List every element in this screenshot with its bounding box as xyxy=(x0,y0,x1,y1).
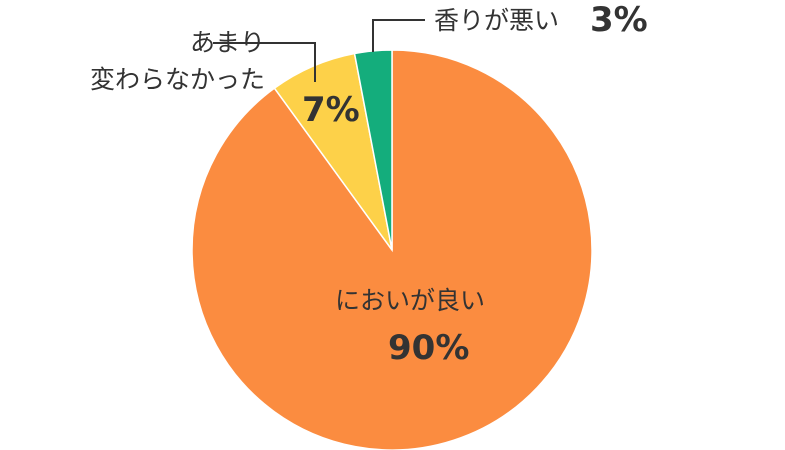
slice-label: 香りが悪い xyxy=(434,6,560,35)
leader-line xyxy=(213,42,316,82)
slice-label: においが良い xyxy=(335,286,486,315)
leader-line xyxy=(372,19,425,52)
value-label: 7% xyxy=(302,90,360,130)
value-label: 3% xyxy=(590,0,648,40)
slice-label: あまり 変わらなかった xyxy=(89,28,265,94)
value-label: 90% xyxy=(388,328,470,368)
